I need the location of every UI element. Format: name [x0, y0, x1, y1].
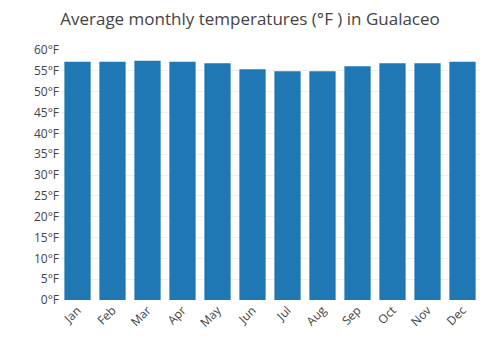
svg-text:50°F: 50°F	[34, 83, 59, 100]
svg-text:Apr: Apr	[164, 302, 190, 328]
svg-text:Jun: Jun	[234, 302, 259, 327]
svg-text:30°F: 30°F	[34, 166, 59, 183]
svg-text:Jul: Jul	[272, 302, 294, 324]
svg-text:0°F: 0°F	[41, 291, 59, 308]
svg-text:55°F: 55°F	[34, 62, 59, 79]
svg-text:45°F: 45°F	[34, 104, 59, 121]
svg-text:Dec: Dec	[443, 302, 470, 329]
svg-text:5°F: 5°F	[41, 270, 59, 287]
svg-text:10°F: 10°F	[34, 250, 59, 267]
svg-text:15°F: 15°F	[34, 229, 59, 246]
svg-text:Oct: Oct	[374, 302, 400, 328]
svg-text:25°F: 25°F	[34, 187, 59, 204]
svg-text:Feb: Feb	[93, 302, 119, 328]
svg-text:40°F: 40°F	[34, 125, 59, 142]
svg-text:Nov: Nov	[407, 302, 435, 330]
svg-text:20°F: 20°F	[34, 208, 59, 225]
svg-text:Jan: Jan	[60, 302, 85, 327]
svg-text:May: May	[196, 301, 225, 330]
svg-text:Sep: Sep	[338, 302, 365, 329]
svg-text:Aug: Aug	[302, 302, 330, 330]
svg-text:35°F: 35°F	[34, 145, 59, 162]
svg-text:Average monthly temperatures (: Average monthly temperatures (°F ) in Gu…	[60, 7, 440, 30]
svg-text:60°F: 60°F	[34, 41, 59, 58]
svg-text:Mar: Mar	[127, 302, 155, 330]
